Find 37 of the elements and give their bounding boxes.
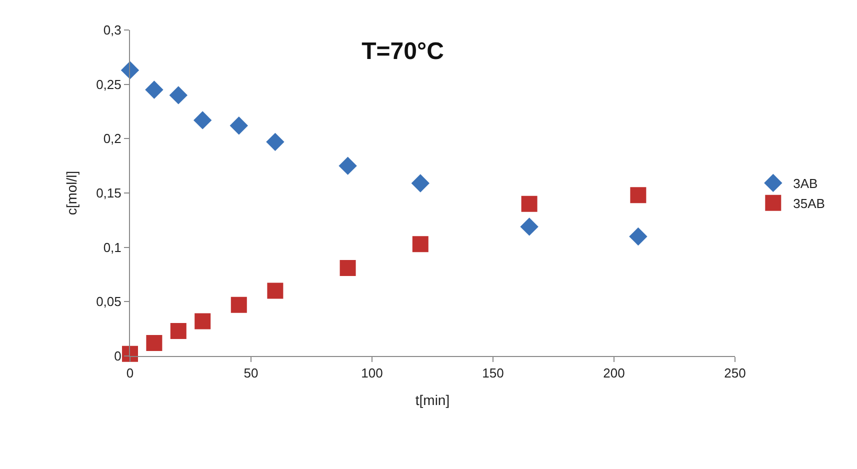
point [145, 80, 164, 99]
x-tick-label: 200 [603, 366, 625, 381]
x-tick-label: 150 [482, 366, 504, 381]
y-tick-label: 0,2 [103, 131, 122, 146]
point [266, 132, 284, 152]
point [338, 156, 357, 175]
y-tick-label: 0,1 [103, 240, 122, 255]
y-tick-label: 0,25 [96, 76, 122, 92]
chart-title: T=70°C [362, 38, 444, 66]
point [146, 334, 162, 351]
point [194, 111, 212, 130]
y-tick-label: 0,05 [96, 294, 122, 310]
x-tick-label: 0 [126, 366, 134, 381]
point [412, 236, 428, 252]
y-axis-title: c[mol/l] [64, 170, 80, 216]
y-tick-label: 0,15 [96, 186, 122, 201]
point [411, 174, 430, 192]
x-tick-label: 250 [724, 366, 746, 381]
x-axis-title: t[min] [415, 392, 450, 408]
x-tick-label: 100 [361, 366, 383, 381]
point [169, 86, 188, 104]
point [194, 313, 211, 330]
legend-label: 35AB [793, 196, 825, 211]
y-tick-label: 0,3 [103, 22, 122, 38]
point [521, 196, 538, 212]
y-tick-label: 0 [114, 348, 122, 364]
point [267, 282, 284, 299]
point [340, 260, 356, 276]
point [630, 187, 646, 204]
point [170, 323, 186, 340]
point [629, 227, 648, 246]
point [122, 346, 138, 362]
point [520, 218, 538, 236]
legend-label: 3AB [793, 176, 818, 192]
point [230, 296, 247, 313]
point [230, 116, 248, 135]
x-tick-label: 50 [244, 366, 258, 381]
